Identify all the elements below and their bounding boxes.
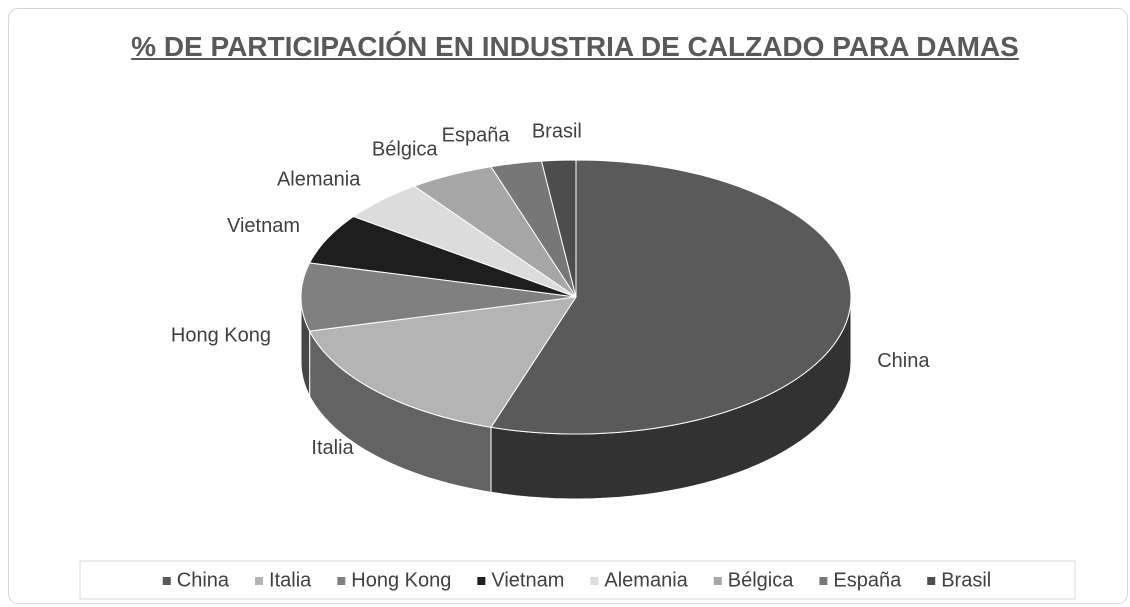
legend-label: Italia	[269, 569, 312, 591]
slice	[300, 262, 577, 332]
slice	[490, 160, 577, 298]
slice	[540, 159, 577, 298]
legend-box	[79, 560, 1076, 600]
legend-label: Bélgica	[728, 569, 794, 591]
legend-marker	[819, 577, 828, 585]
data-label: Brasil	[532, 121, 582, 143]
legend-label: Brasil	[941, 569, 991, 591]
slice	[308, 296, 578, 428]
legend-marker	[590, 577, 599, 585]
data-label: Hong Kong	[171, 324, 271, 346]
data-label: Alemania	[277, 169, 361, 191]
legend-marker	[255, 577, 264, 585]
slice	[413, 166, 577, 298]
legend-label: Vietnam	[491, 569, 564, 591]
slice	[308, 215, 577, 298]
legend-marker	[337, 577, 346, 585]
slice	[352, 185, 577, 298]
data-label: China	[877, 350, 930, 372]
legend-marker	[162, 577, 171, 585]
chart-title: % DE PARTICIPACIÓN EN INDUSTRIA DE CALZA…	[131, 31, 1019, 62]
data-label: Vietnam	[227, 215, 300, 237]
legend-label: España	[833, 569, 902, 591]
legend-marker	[713, 577, 722, 585]
data-label: Italia	[311, 437, 354, 459]
data-label: España	[442, 124, 511, 146]
card	[8, 8, 1128, 604]
legend-marker	[477, 577, 486, 585]
legend-label: Alemania	[604, 569, 688, 591]
data-label: Bélgica	[372, 138, 438, 160]
legend-marker	[927, 577, 936, 585]
slice	[490, 159, 852, 435]
legend-label: Hong Kong	[351, 569, 451, 591]
legend-label: China	[177, 569, 230, 591]
